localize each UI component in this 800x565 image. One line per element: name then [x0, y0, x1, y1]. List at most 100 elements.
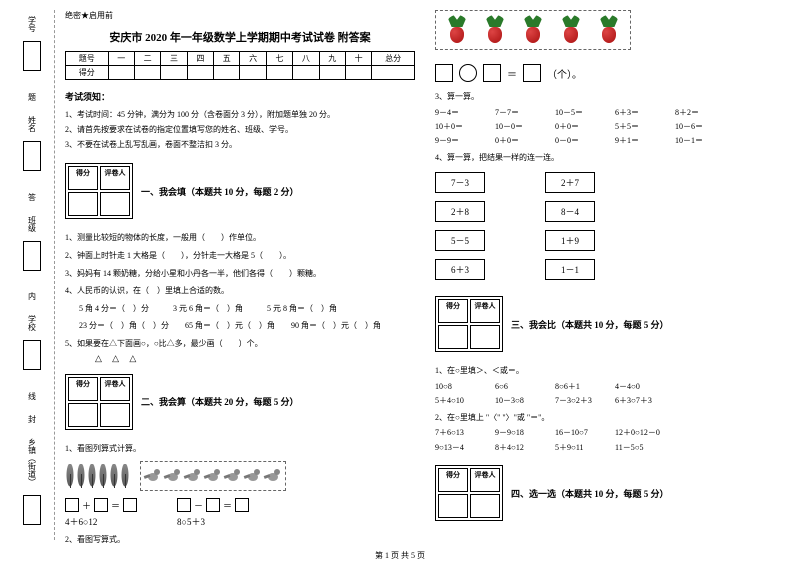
radish-icon [440, 15, 474, 45]
triangles-row: △ △ △ [65, 353, 415, 364]
equation-boxes-row: ＋＝ 4＋6○12 －＝ 8○5＋3 [65, 495, 415, 531]
feather-icon [65, 464, 75, 488]
compare-grid: 10○86○68○6＋14－4○0 5＋4○1010－3○87－3○2＋36＋3… [435, 380, 785, 409]
bird-icon [184, 465, 202, 487]
feather-group [65, 464, 130, 488]
score-box: 得分评卷人 [435, 296, 503, 352]
rule-item: 2、请首先按要求在试卷的指定位置填写您的姓名、班级、学号。 [65, 124, 415, 137]
eq-line: －＝ [177, 498, 249, 512]
score-box: 得分评卷人 [65, 374, 133, 430]
page-footer: 第 1 页 共 5 页 [0, 550, 800, 561]
section-1-title: 一、我会填（本题共 10 分，每题 2 分） [141, 185, 299, 198]
calc-row: 9－4＝7－7＝10－5＝6＋3＝8＋2＝ [435, 106, 785, 120]
radish-icon [478, 15, 512, 45]
exam-title: 安庆市 2020 年一年级数学上学期期中考试试卷 附答案 [65, 29, 415, 45]
calc-row: 9－9＝0＋0＝0－0＝9＋1＝10－1＝ [435, 134, 785, 148]
compare-grid: 7＋6○139－9○1816－10○712＋0○12－0 9○13－48＋4○1… [435, 426, 785, 455]
score-box: 得分评卷人 [435, 465, 503, 521]
feather-icon [120, 464, 130, 488]
bind-field-class: 班级 [17, 216, 47, 280]
rules-heading: 考试须知： [65, 90, 415, 103]
feather-icon [109, 464, 119, 488]
matching-box: 7－3 2＋8 5－5 6＋3 2＋7 8－4 1＋9 1－1 [435, 172, 785, 280]
question-sub: 5 角 4 分＝（ ）分 3 元 6 角＝（ ）角 5 元 8 角＝（ ）角 [65, 302, 415, 316]
eq-col: ＋＝ 4＋6○12 [65, 495, 137, 531]
match-item: 6＋3 [435, 259, 485, 280]
table-row: 得分 [66, 66, 415, 80]
seal-text: 内 [27, 292, 38, 302]
picture-problem-row [65, 461, 415, 491]
compare-row: 5＋4○1010－3○87－3○2＋36＋3○7＋3 [435, 394, 785, 408]
radish-row [435, 10, 631, 50]
left-column: 绝密★启用前 安庆市 2020 年一年级数学上学期期中考试试卷 附答案 题号一二… [65, 10, 415, 540]
section-2-title: 二、我会算（本题共 20 分，每题 5 分） [141, 395, 299, 408]
eq-col: －＝ 8○5＋3 [177, 495, 249, 531]
section-2-header: 得分评卷人 二、我会算（本题共 20 分，每题 5 分） [65, 368, 415, 436]
bird-icon [224, 465, 242, 487]
calc-grid: 9－4＝7－7＝10－5＝6＋3＝8＋2＝ 10＋0＝10－0＝0＋0＝5＋5＝… [435, 106, 785, 149]
section-3-title: 三、我会比（本题共 10 分，每题 5 分） [511, 318, 669, 331]
eq-line: 4＋6○12 [65, 515, 137, 528]
question: 1、看图列算式计算。 [65, 442, 415, 456]
seal-text: 封 [27, 415, 38, 425]
radish-equation: ＝ （个）。 [435, 64, 785, 82]
unit-label: （个）。 [547, 66, 582, 81]
match-item: 2＋7 [545, 172, 595, 193]
content-columns: 绝密★启用前 安庆市 2020 年一年级数学上学期期中考试试卷 附答案 题号一二… [55, 10, 785, 540]
question: 3、算一算。 [435, 90, 785, 104]
match-item: 1＋9 [545, 230, 595, 251]
bird-icon [264, 465, 282, 487]
bird-icon [204, 465, 222, 487]
blank-square [523, 64, 541, 82]
blank-square [435, 64, 453, 82]
question: 4、算一算，把结果一样的连一连。 [435, 151, 785, 165]
feather-icon [87, 464, 97, 488]
question: 3、妈妈有 14 颗奶糖，分给小星和小丹各一半，他们各得（ ）颗糖。 [65, 267, 415, 281]
bird-group [140, 461, 286, 491]
question: 1、测量比较短的物体的长度，一般用（ ）作单位。 [65, 231, 415, 245]
blank-circle [459, 64, 477, 82]
bind-field-school: 学校 [17, 315, 47, 379]
table-row: 题号一二三四五六七八九十总分 [66, 52, 415, 66]
rule-item: 3、不要在试卷上乱写乱画，卷面不整洁扣 3 分。 [65, 139, 415, 152]
score-table: 题号一二三四五六七八九十总分 得分 [65, 51, 415, 80]
secret-mark: 绝密★启用前 [65, 10, 415, 21]
question-sub: 23 分＝（ ）角（ ）分 65 角＝（ ）元（ ）角 90 角＝（ ）元（ ）… [65, 319, 415, 333]
radish-icon [516, 15, 550, 45]
bind-field-town: 乡镇（街道） [17, 438, 47, 534]
eq-line: ＋＝ [65, 498, 137, 512]
calc-row: 10＋0＝10－0＝0＋0＝5＋5＝10－6＝ [435, 120, 785, 134]
bind-field-xuehao: 学号 [17, 16, 47, 80]
compare-row: 7＋6○139－9○1816－10○712＋0○12－0 [435, 426, 785, 440]
score-box: 得分评卷人 [65, 163, 133, 219]
seal-text: 题 [27, 93, 38, 103]
question: 4、人民币的认识，在（ ）里填上合适的数。 [65, 284, 415, 298]
bird-icon [164, 465, 182, 487]
exam-page: 学号 题 姓名 答 班级 内 学校 线 封 乡镇（街道） 绝密★启用前 安庆市 … [0, 0, 800, 540]
match-item: 5－5 [435, 230, 485, 251]
seal-text: 答 [27, 193, 38, 203]
eq-line: 8○5＋3 [177, 515, 249, 528]
seal-text: 线 [27, 392, 38, 402]
section-4-header: 得分评卷人 四、选一选（本题共 10 分，每题 5 分） [435, 459, 785, 527]
compare-row: 10○86○68○6＋14－4○0 [435, 380, 785, 394]
right-column: ＝ （个）。 3、算一算。 9－4＝7－7＝10－5＝6＋3＝8＋2＝ 10＋0… [435, 10, 785, 540]
match-item: 2＋8 [435, 201, 485, 222]
blank-square [483, 64, 501, 82]
bind-field-name: 姓名 [17, 116, 47, 180]
radish-icon [592, 15, 626, 45]
compare-row: 9○13－48＋4○125＋9○1111－5○5 [435, 441, 785, 455]
rule-item: 1、考试时间：45 分钟，满分为 100 分（含卷面分 3 分），附加题单独 2… [65, 109, 415, 122]
section-1-header: 得分评卷人 一、我会填（本题共 10 分，每题 2 分） [65, 157, 415, 225]
section-3-header: 得分评卷人 三、我会比（本题共 10 分，每题 5 分） [435, 290, 785, 358]
radish-icon [554, 15, 588, 45]
question: 5、如果要在△下面画○，○比△多，最少画（ ）个。 [65, 337, 415, 351]
bird-icon [144, 465, 162, 487]
match-item: 8－4 [545, 201, 595, 222]
match-item: 7－3 [435, 172, 485, 193]
question: 2、钟面上时针走 1 大格是（ ），分针走一大格是 5（ ）。 [65, 249, 415, 263]
match-left-col: 7－3 2＋8 5－5 6＋3 [435, 172, 485, 280]
bird-icon [244, 465, 262, 487]
rules-list: 1、考试时间：45 分钟，满分为 100 分（含卷面分 3 分），附加题单独 2… [65, 107, 415, 153]
section-4-title: 四、选一选（本题共 10 分，每题 5 分） [511, 487, 669, 500]
